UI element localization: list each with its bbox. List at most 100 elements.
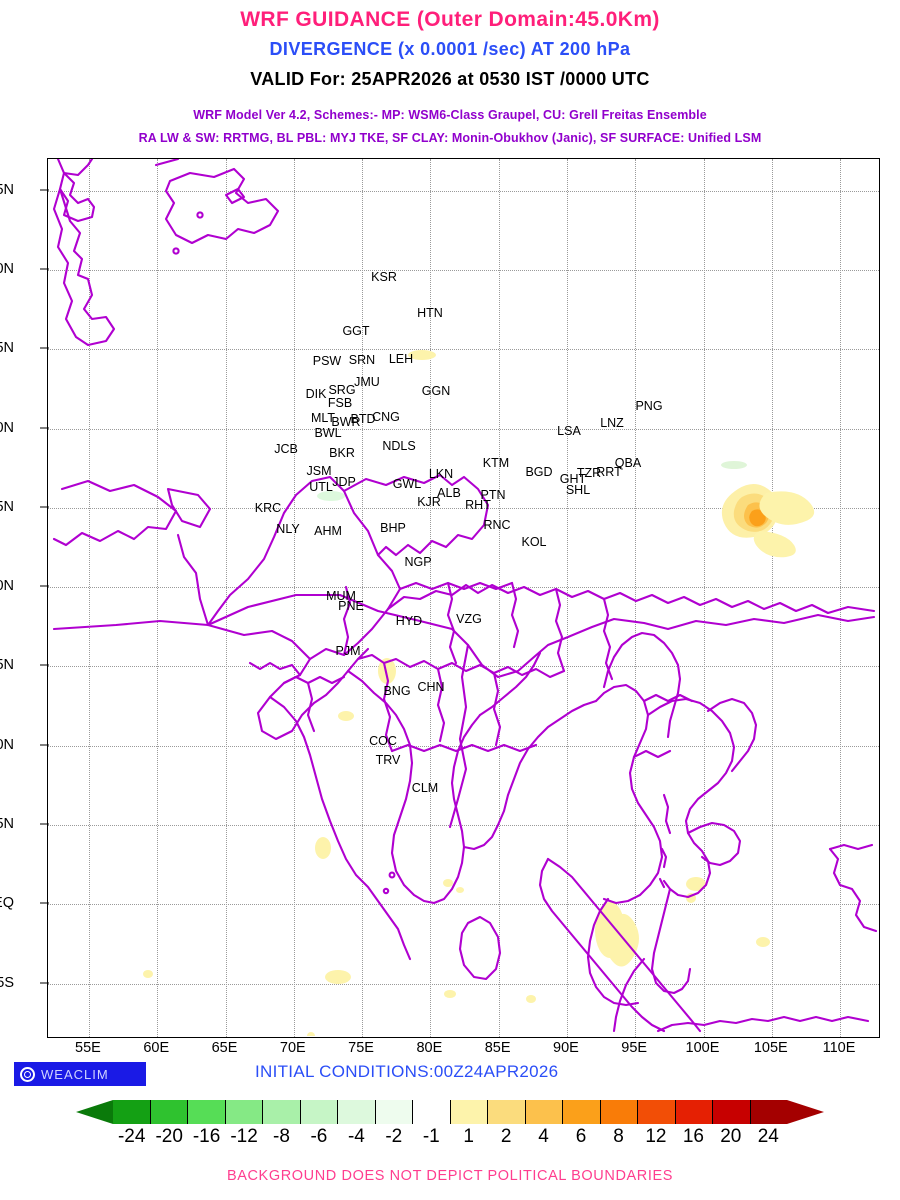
city-label-ahm: AHM [314,524,342,538]
colorbar-swatch-1 [450,1100,488,1124]
latitude-tick-label: 25N [0,498,14,515]
colorbar-tick--24: -24 [117,1126,146,1147]
gridline-horizontal [48,270,879,271]
city-label-chn: CHN [417,680,445,694]
city-label-png: PNG [635,399,663,413]
city-label-jsm: JSM [306,464,332,478]
model-config-line-1: WRF Model Ver 4.2, Schemes:- MP: WSM6-Cl… [193,108,707,122]
longitude-tick-label: 65E [211,1040,238,1056]
city-label-ndls: NDLS [382,439,416,453]
city-label-leh: LEH [388,352,414,366]
colorbar-tick-8: 8 [613,1126,624,1147]
city-label-bwr: BWR [331,415,361,429]
city-label-lnz: LNZ [600,416,624,430]
colorbar-tick-1: 1 [463,1126,474,1147]
city-label-rht: RHT [465,498,491,512]
city-label-nly: NLY [276,522,300,536]
colorbar-tick--6: -6 [310,1126,328,1147]
longitude-tick-label: 95E [621,1040,648,1056]
longitude-tick-label: 80E [416,1040,443,1056]
gridline-vertical [771,159,773,1037]
latitude-tick-mark [40,427,49,429]
gridline-horizontal [48,190,879,192]
colorbar-swatch-20 [713,1100,751,1124]
gridline-vertical [362,159,364,1037]
city-label-rnc: RNC [483,518,511,532]
colorbar-swatch--20 [150,1100,188,1124]
latitude-tick-mark [40,268,49,270]
gridline-vertical [89,159,90,1037]
gridline-horizontal [48,904,879,906]
colorbar-tick-4: 4 [538,1126,549,1147]
gridline-vertical [840,159,841,1037]
colorbar-tick-20: 20 [720,1126,742,1147]
city-label-psw: PSW [312,354,342,368]
city-label-utl: UTL [309,480,333,494]
colorbar-swatch-16 [675,1100,713,1124]
weaclim-logo-badge[interactable]: WEACLIM [14,1062,146,1086]
weaclim-label: WEACLIM [41,1066,109,1082]
longitude-tick-label: 100E [685,1040,720,1056]
city-label-krc: KRC [254,501,282,515]
map-plot-area[interactable]: KSR HTN GGT PSW SRN LEH JMU GGN DIK SRG FSB PNG MLT B… [47,158,880,1038]
initial-conditions-label: INITIAL CONDITIONS:00Z24APR2026 [255,1062,559,1081]
colorbar-extend-low-arrow [76,1100,113,1124]
colorbar-tick--20: -20 [155,1126,183,1147]
divergence-field-layer [143,350,815,1036]
colorbar-swatch--12 [225,1100,263,1124]
longitude-tick-label: 105E [753,1040,788,1056]
colorbar-swatch-2 [488,1100,526,1124]
colorbar-tick--12: -12 [230,1126,258,1147]
latitude-tick-mark [40,506,49,508]
longitude-tick-label: 75E [348,1040,374,1056]
longitude-tick-label: 85E [484,1040,511,1056]
city-label-ght: GHT [559,472,587,486]
latitude-tick-label: EQ [0,895,14,912]
city-label-gwl: GWL [392,477,422,491]
gridline-horizontal [48,745,879,747]
longitude-tick-label: 70E [279,1040,306,1056]
colorbar-swatch--4 [338,1100,376,1124]
colorbar-tick-12: 12 [645,1126,667,1147]
colorbar-swatch-12 [638,1100,676,1124]
city-label-coc: COC [369,734,397,748]
colorbar-swatch-8 [600,1100,638,1124]
colorbar-tick--16: -16 [192,1126,221,1147]
city-label-lsa: LSA [557,424,581,438]
colorbar[interactable] [60,1100,840,1124]
page-title: WRF GUIDANCE (Outer Domain:45.0Km) [240,8,660,31]
colorbar-tick--4: -4 [347,1126,365,1147]
city-label-ptn: PTN [480,488,506,502]
latitude-tick-label: 30N [0,419,14,436]
gridline-vertical [566,159,568,1037]
copyright-icon [20,1066,35,1082]
city-label-pjm: PJM [335,644,361,658]
city-label-pne: PNE [338,599,364,613]
city-label-ksr: KSR [371,270,397,284]
longitude-tick-label: 110E [822,1040,856,1056]
city-label-jmu: JMU [354,375,380,389]
disclaimer-note: BACKGROUND DOES NOT DEPICT POLITICAL BOU… [226,1168,674,1184]
city-label-bkr: BKR [329,446,355,460]
city-label-btd: BTD [350,412,376,426]
gridline-horizontal [48,983,879,985]
colorbar-swatches [113,1100,787,1124]
city-label-mum: MUM [326,589,356,603]
city-label-trv: TRV [375,753,401,767]
colorbar-tick--8: -8 [273,1126,290,1147]
colorbar-swatch-4 [525,1100,563,1124]
latitude-tick-label: 10N [0,736,14,753]
colorbar-swatch-24 [750,1100,787,1124]
city-label-shl: SHL [565,483,591,497]
latitude-tick-mark [40,982,49,983]
colorbar-swatch--24 [113,1100,151,1124]
colorbar-swatch--2 [375,1100,413,1124]
colorbar-extend-high-arrow [787,1100,824,1124]
longitude-tick-label: 55E [75,1040,101,1056]
latitude-tick-label: 35N [0,340,14,357]
latitude-tick-mark [40,585,49,587]
gridline-vertical [157,159,159,1037]
valid-time-label: VALID For: 25APR2026 at 0530 IST /0000 U… [250,69,650,89]
city-label-qba: QBA [614,456,642,470]
colorbar-swatch--16 [188,1100,226,1124]
